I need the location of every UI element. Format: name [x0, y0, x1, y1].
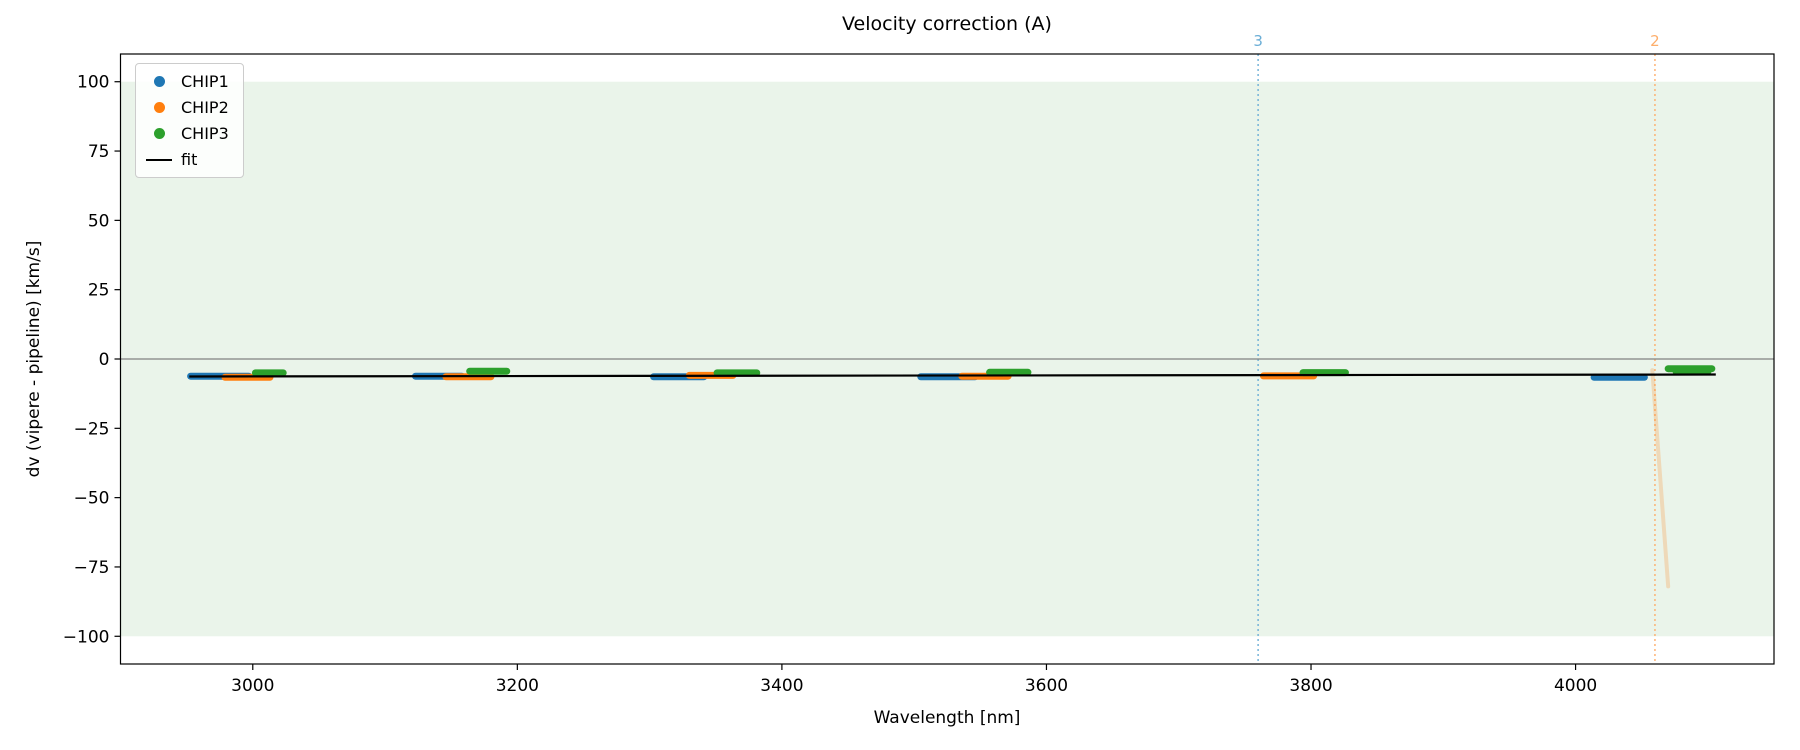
legend-item-fit: fit [146, 150, 229, 169]
y-tick-label: 100 [77, 73, 109, 93]
x-tick-label: 3600 [1025, 676, 1068, 696]
legend-label: CHIP1 [181, 72, 229, 91]
legend-item-chip1: CHIP1 [146, 72, 229, 91]
x-tick-label: 3200 [496, 676, 539, 696]
legend-dot-icon [146, 128, 172, 139]
x-tick-label: 4000 [1554, 676, 1597, 696]
order-marker-label-3: 3 [1253, 32, 1263, 50]
x-tick-label: 3000 [231, 676, 274, 696]
y-tick-label: −25 [74, 419, 110, 439]
y-tick-label: −75 [74, 558, 110, 578]
legend-dot-icon [146, 76, 172, 87]
y-tick-label: 0 [99, 350, 110, 370]
legend: CHIP1 CHIP2 CHIP3 fit [135, 63, 244, 178]
legend-label: fit [181, 150, 198, 169]
legend-marker [153, 102, 165, 113]
legend-marker [146, 158, 172, 161]
legend-line-icon [146, 158, 172, 161]
y-tick-label: 75 [88, 142, 110, 162]
faint-outlier-segment [1650, 368, 1671, 589]
y-tick-label: 25 [88, 281, 110, 301]
y-tick-label: −100 [63, 627, 110, 647]
legend-label: CHIP3 [181, 124, 229, 143]
x-tick-label: 3800 [1289, 676, 1332, 696]
legend-item-chip2: CHIP2 [146, 98, 229, 117]
x-axis-label: Wavelength [nm] [873, 708, 1021, 728]
legend-label: CHIP2 [181, 98, 229, 117]
order-marker-label-2: 2 [1650, 32, 1660, 50]
legend-marker [153, 76, 165, 87]
y-tick-label: −50 [74, 489, 110, 509]
fit-line [189, 373, 1716, 378]
legend-dot-icon [146, 102, 172, 113]
chart-title: Velocity correction (A) [842, 13, 1052, 35]
y-tick-label: 50 [88, 211, 110, 231]
legend-marker [153, 128, 165, 139]
legend-item-chip3: CHIP3 [146, 124, 229, 143]
x-tick-label: 3400 [760, 676, 803, 696]
